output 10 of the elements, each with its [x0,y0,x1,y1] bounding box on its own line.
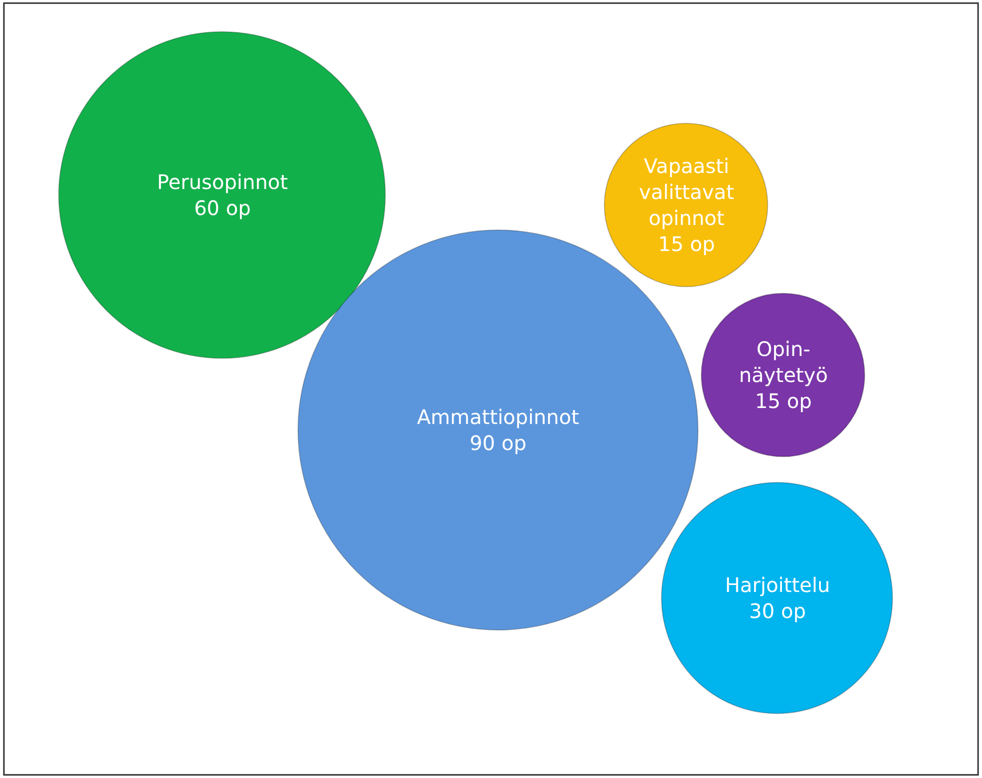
category-label: Harjoittelu [725,573,830,597]
category-label: Opin- näytetyö [739,337,828,387]
data-label: 15 op [658,232,715,256]
data-label: 60 op [194,196,251,220]
category-label: Vapaasti valittavat opinnot [639,154,734,230]
data-label: 15 op [755,389,812,413]
data-label: 90 op [470,431,526,455]
category-label: Ammattiopinnot [417,405,580,429]
data-label: 30 op [749,599,806,623]
category-label: Perusopinnot [157,170,288,194]
